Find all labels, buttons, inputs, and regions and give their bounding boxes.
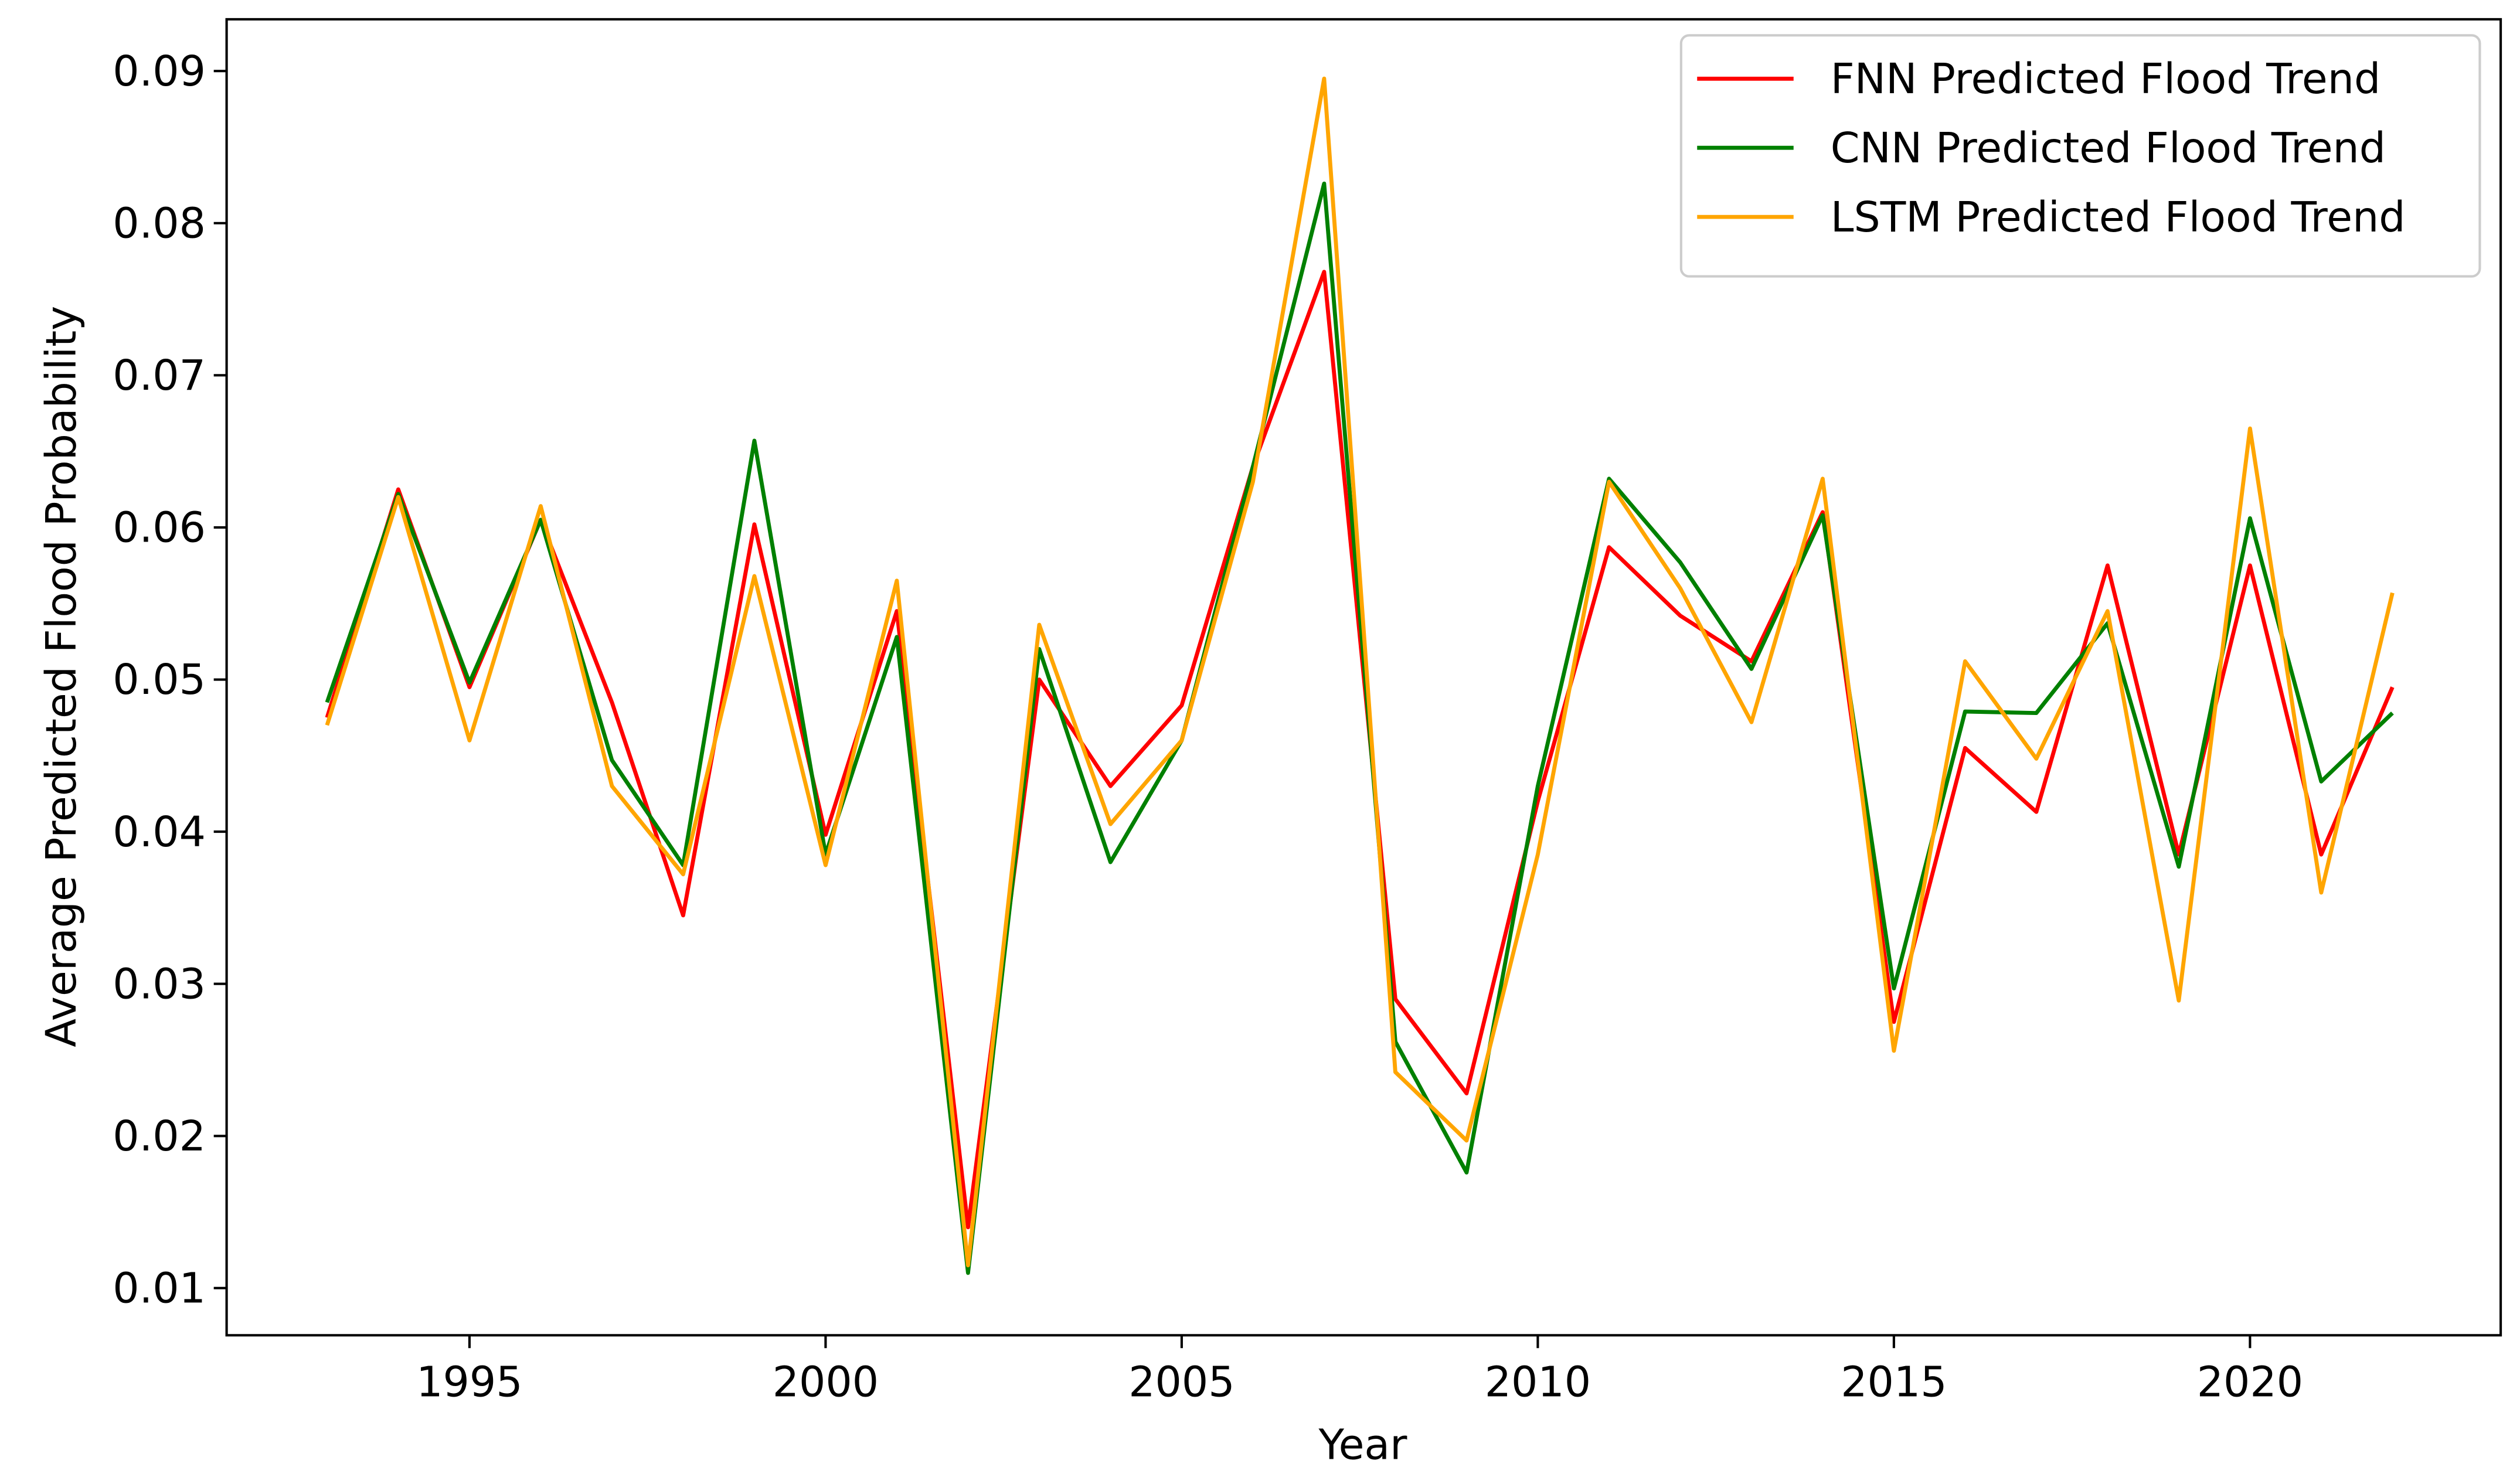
- legend: FNN Predicted Flood Trend CNN Predicted F…: [1679, 34, 2481, 278]
- y-tick-label: 0.08: [113, 199, 206, 247]
- legend-label: LSTM Predicted Flood Trend: [1831, 193, 2406, 241]
- y-tick-label: 0.09: [113, 47, 206, 96]
- y-tick-label: 0.04: [113, 808, 206, 856]
- series-line: [325, 181, 2394, 1275]
- x-tick-label: 1995: [416, 1358, 522, 1407]
- plot-frame: [225, 18, 2502, 1337]
- y-tick-label: 0.06: [113, 503, 206, 552]
- y-tick-label: 0.03: [113, 959, 206, 1008]
- x-tick-label: 2010: [1485, 1358, 1591, 1407]
- series-line: [325, 76, 2395, 1268]
- x-axis-label: Year: [1318, 1420, 1408, 1469]
- x-tick-label: 2005: [1128, 1358, 1235, 1407]
- y-tick-label: 0.01: [113, 1264, 206, 1313]
- x-tick-label: 2000: [773, 1358, 879, 1407]
- legend-box: [1679, 34, 2481, 278]
- y-tick-label: 0.05: [113, 655, 206, 704]
- legend-label: CNN Predicted Flood Trend: [1831, 124, 2386, 172]
- y-tick-label: 0.07: [113, 351, 206, 400]
- legend-label: FNN Predicted Flood Trend: [1831, 55, 2380, 103]
- series-line: [325, 270, 2395, 1230]
- x-tick-label: 2015: [1841, 1358, 1947, 1407]
- x-tick-label: 2020: [2197, 1358, 2303, 1407]
- y-axis-label: Average Predicted Flood Probability: [37, 306, 86, 1047]
- y-tick-label: 0.02: [113, 1112, 206, 1160]
